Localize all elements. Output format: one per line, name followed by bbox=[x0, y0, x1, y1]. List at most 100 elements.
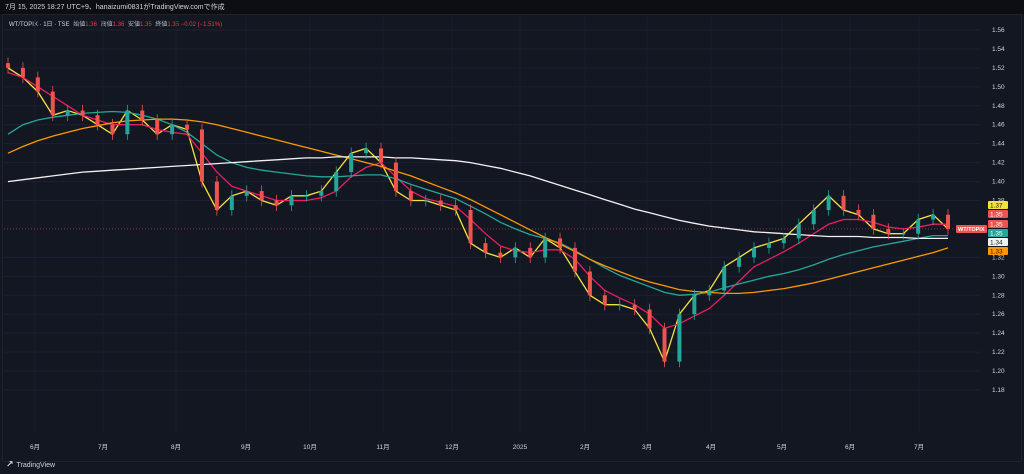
price-badge-red bbox=[988, 210, 1008, 218]
x-tick-label: 6月 bbox=[845, 443, 855, 451]
ma-line-ma_teal bbox=[7, 110, 948, 296]
y-tick-label: 1.46 bbox=[992, 122, 1005, 129]
x-tick-label: 11月 bbox=[376, 443, 389, 451]
candle-body bbox=[901, 233, 906, 235]
candle-body bbox=[214, 181, 219, 210]
x-tick-label: 6月 bbox=[30, 443, 40, 451]
y-tick-label: 1.54 bbox=[992, 46, 1005, 53]
candle-body bbox=[20, 67, 25, 78]
candle-body bbox=[304, 195, 309, 197]
ma-line-ma_white bbox=[7, 156, 948, 240]
price-badge-label: 1.37 bbox=[990, 202, 1003, 209]
price-badge-label: 1.33 bbox=[990, 248, 1003, 255]
y-tick-label: 1.24 bbox=[992, 330, 1005, 337]
symbol-price-tag-label: WT/TOPIX bbox=[958, 227, 985, 233]
candle-body bbox=[259, 191, 264, 201]
candle-body bbox=[468, 210, 473, 244]
legend-high-label: 高値 bbox=[100, 22, 113, 28]
price-badge-label: 1.35 bbox=[990, 221, 1003, 228]
candle-body bbox=[110, 124, 115, 135]
axes: 1.181.201.221.241.261.281.301.321.381.40… bbox=[30, 27, 1005, 451]
y-tick-label: 1.20 bbox=[992, 368, 1005, 375]
candle-body bbox=[438, 200, 443, 206]
candle-body bbox=[513, 247, 518, 258]
candle-body bbox=[632, 304, 637, 310]
candle-body bbox=[587, 271, 592, 296]
x-tick-label: 7月 bbox=[98, 443, 108, 451]
candle-body bbox=[349, 153, 354, 173]
legend-high-value: 1.36 bbox=[112, 22, 125, 28]
candle-body bbox=[199, 129, 204, 182]
candle-body bbox=[528, 247, 533, 258]
x-tick-label: 3月 bbox=[642, 443, 652, 451]
candle-body bbox=[334, 172, 339, 192]
candle-body bbox=[916, 219, 921, 234]
chart-panel[interactable] bbox=[2, 14, 1022, 462]
snapshot-caption: 7月 15, 2025 18:27 UTC+9、hanaizumi0831がTr… bbox=[5, 4, 225, 11]
candle-body bbox=[826, 195, 831, 210]
price-badge-label: 1.35 bbox=[990, 230, 1003, 237]
candle-body bbox=[379, 148, 384, 163]
top-bar: 7月 15, 2025 18:27 UTC+9、hanaizumi0831がTr… bbox=[0, 0, 1024, 14]
candle-body bbox=[408, 191, 413, 201]
price-badges: 1.37 1.35 1.35 1.35 1.34 1.33 WT/TOPIX bbox=[956, 201, 1008, 255]
ma-line-ma_yellow bbox=[7, 67, 949, 364]
x-tick-label: 5月 bbox=[777, 443, 787, 451]
price-badge-orange bbox=[988, 247, 1008, 255]
candle-body bbox=[244, 191, 249, 196]
candle-body bbox=[170, 124, 175, 135]
ma-line-ma_orange bbox=[7, 118, 949, 295]
y-tick-label: 1.28 bbox=[992, 292, 1005, 299]
candle-body bbox=[871, 214, 876, 229]
y-tick-label: 1.48 bbox=[992, 103, 1005, 110]
candle-body bbox=[140, 110, 145, 120]
candle-body bbox=[766, 243, 771, 248]
price-badge-teal bbox=[988, 229, 1008, 237]
x-tick-label: 4月 bbox=[706, 443, 716, 451]
candle-body bbox=[6, 63, 10, 68]
candle-body bbox=[393, 162, 398, 192]
candle-body bbox=[781, 238, 786, 244]
legend-symbol: WT/TOPIX · 1日 · TSE bbox=[9, 22, 70, 28]
legend-open-label: 始値 bbox=[73, 22, 86, 28]
x-tick-label: 7月 bbox=[914, 443, 924, 451]
candle-body bbox=[289, 195, 294, 206]
candlesticks bbox=[6, 57, 950, 368]
candle-body bbox=[274, 200, 279, 206]
candle-body bbox=[722, 266, 727, 291]
moving-average-lines bbox=[7, 67, 949, 364]
candle-body bbox=[572, 247, 577, 272]
y-tick-label: 1.52 bbox=[992, 65, 1005, 72]
candle-body bbox=[229, 195, 234, 210]
y-tick-label: 1.50 bbox=[992, 84, 1005, 91]
legend-low-value: 1.35 bbox=[140, 22, 152, 28]
candle-body bbox=[737, 257, 742, 267]
y-tick-label: 1.32 bbox=[992, 254, 1005, 261]
price-badge-white bbox=[988, 238, 1008, 246]
candle-body bbox=[811, 210, 816, 225]
candle-body bbox=[856, 210, 861, 215]
y-tick-label: 1.42 bbox=[992, 160, 1005, 167]
candle-body bbox=[617, 304, 622, 306]
candle-body bbox=[423, 200, 428, 202]
candle-body bbox=[155, 120, 160, 135]
x-tick-label: 10月 bbox=[303, 443, 317, 451]
candle-body bbox=[946, 214, 950, 229]
price-badge-label: 1.34 bbox=[990, 239, 1003, 246]
candle-body bbox=[558, 238, 563, 248]
y-tick-label: 1.56 bbox=[992, 27, 1005, 34]
y-tick-label: 1.22 bbox=[992, 349, 1005, 356]
candle-body bbox=[677, 314, 682, 362]
candle-body bbox=[543, 238, 548, 258]
candle-body bbox=[662, 328, 667, 362]
footer-brand: TradingView bbox=[16, 462, 56, 469]
x-tick-label: 8月 bbox=[171, 443, 181, 451]
candle-body bbox=[80, 110, 85, 116]
legend-open-value: 1.36 bbox=[85, 22, 97, 28]
legend-close-value: 1.35 bbox=[167, 22, 180, 28]
legend-close-label: 終値 bbox=[155, 22, 168, 28]
y-tick-label: 1.26 bbox=[992, 311, 1005, 318]
candle-body bbox=[692, 295, 697, 315]
price-badge-label: 1.35 bbox=[990, 211, 1003, 218]
